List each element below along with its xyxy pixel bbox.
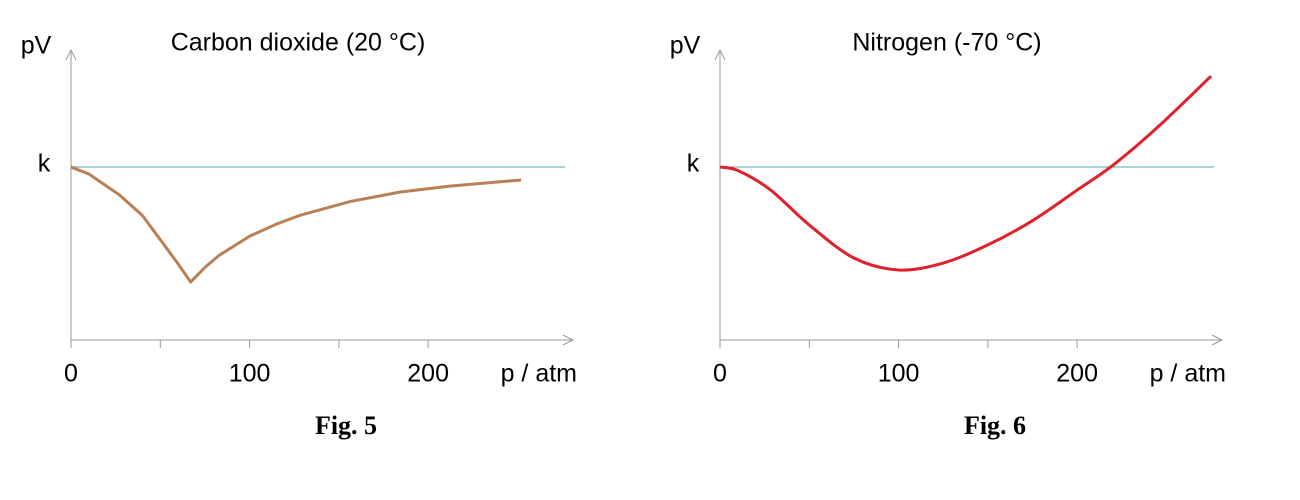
x-tick-label: 200 [1056,360,1098,388]
y-tick-label: k [38,150,51,178]
x-axis-label: p / atm [501,360,577,388]
x-tick-label: 100 [229,360,271,388]
x-axis-arrow [562,334,575,346]
x-tick-label: 0 [713,360,727,388]
x-axis-label: p / atm [1150,360,1226,388]
data-line [70,165,522,284]
y-axis-arrow [65,48,77,61]
y-axis-label: pV [21,32,52,60]
y-axis-label: pV [670,32,701,60]
x-tick-label: 100 [878,360,920,388]
chart-title: Carbon dioxide (20 °C) [171,29,426,57]
data-line [719,75,1213,272]
x-axis-arrow [1211,334,1224,346]
y-axis-arrow [714,48,726,61]
y-tick-label: k [687,150,700,178]
figure-caption: Fig. 6 [964,411,1026,440]
figure-caption: Fig. 5 [315,411,377,440]
x-tick-label: 200 [407,360,449,388]
chart-title: Nitrogen (-70 °C) [852,29,1041,57]
x-tick-label: 0 [64,360,78,388]
